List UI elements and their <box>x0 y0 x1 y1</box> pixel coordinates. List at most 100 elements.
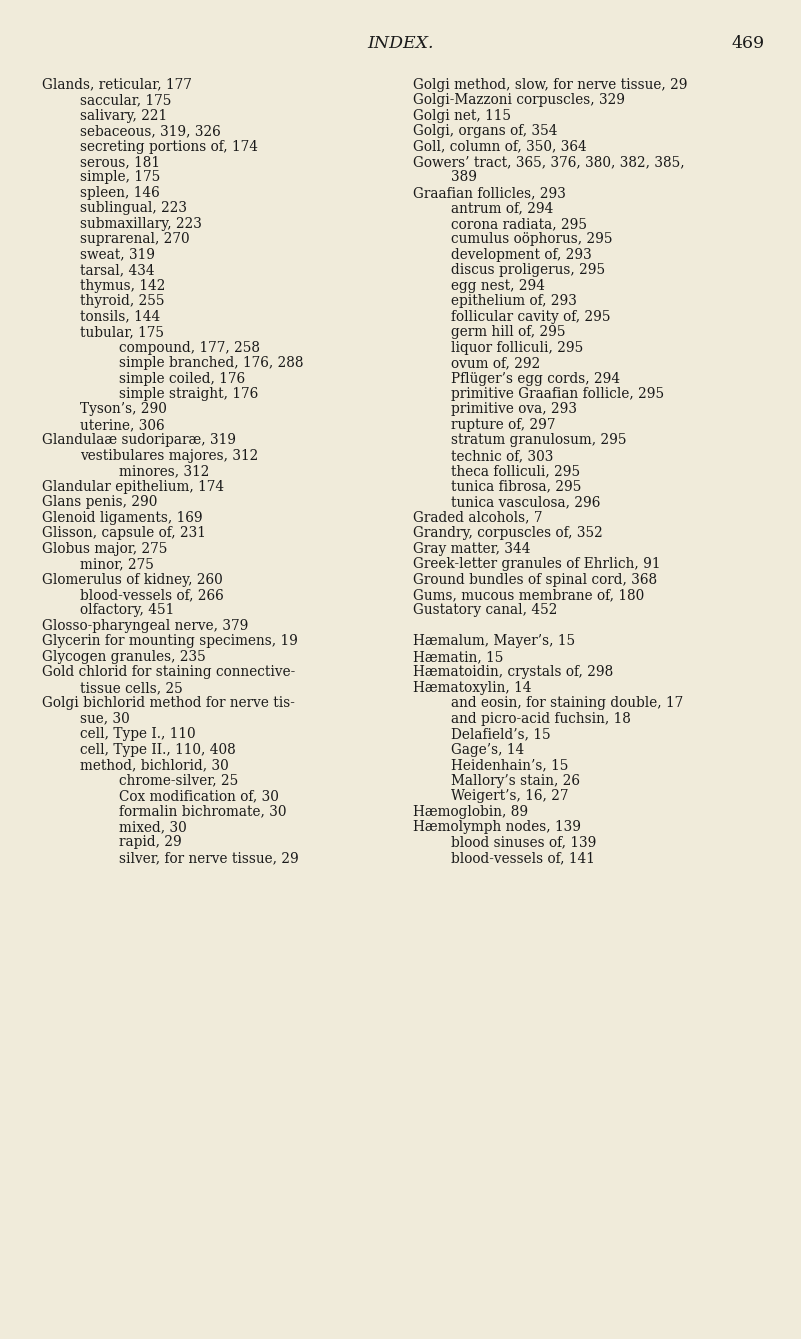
Text: Glandular epithelium, 174: Glandular epithelium, 174 <box>42 479 223 494</box>
Text: silver, for nerve tissue, 29: silver, for nerve tissue, 29 <box>119 852 298 865</box>
Text: stratum granulosum, 295: stratum granulosum, 295 <box>451 434 626 447</box>
Text: Glans penis, 290: Glans penis, 290 <box>42 495 157 509</box>
Text: Graafian follicles, 293: Graafian follicles, 293 <box>413 186 566 200</box>
Text: Glomerulus of kidney, 260: Glomerulus of kidney, 260 <box>42 573 223 586</box>
Text: egg nest, 294: egg nest, 294 <box>451 279 545 293</box>
Text: technic of, 303: technic of, 303 <box>451 449 553 463</box>
Text: tissue cells, 25: tissue cells, 25 <box>80 680 183 695</box>
Text: Glands, reticular, 177: Glands, reticular, 177 <box>42 78 191 91</box>
Text: Hæmalum, Mayer’s, 15: Hæmalum, Mayer’s, 15 <box>413 635 574 648</box>
Text: Cox modification of, 30: Cox modification of, 30 <box>119 789 279 803</box>
Text: 389: 389 <box>451 170 477 185</box>
Text: INDEX.: INDEX. <box>367 35 434 52</box>
Text: olfactory, 451: olfactory, 451 <box>80 604 175 617</box>
Text: Gold chlorid for staining connective-: Gold chlorid for staining connective- <box>42 665 295 679</box>
Text: liquor folliculi, 295: liquor folliculi, 295 <box>451 340 583 355</box>
Text: epithelium of, 293: epithelium of, 293 <box>451 295 577 308</box>
Text: corona radiata, 295: corona radiata, 295 <box>451 217 587 230</box>
Text: Glisson, capsule of, 231: Glisson, capsule of, 231 <box>42 526 206 540</box>
Text: Weigert’s, 16, 27: Weigert’s, 16, 27 <box>451 789 569 803</box>
Text: uterine, 306: uterine, 306 <box>80 418 165 432</box>
Text: Glycerin for mounting specimens, 19: Glycerin for mounting specimens, 19 <box>42 635 297 648</box>
Text: Glosso-pharyngeal nerve, 379: Glosso-pharyngeal nerve, 379 <box>42 619 248 633</box>
Text: 469: 469 <box>732 35 765 52</box>
Text: tunica vasculosa, 296: tunica vasculosa, 296 <box>451 495 600 509</box>
Text: sue, 30: sue, 30 <box>80 712 130 726</box>
Text: simple straight, 176: simple straight, 176 <box>119 387 258 400</box>
Text: Glandulaæ sudoriparæ, 319: Glandulaæ sudoriparæ, 319 <box>42 434 235 447</box>
Text: Hæmolymph nodes, 139: Hæmolymph nodes, 139 <box>413 819 581 834</box>
Text: rapid, 29: rapid, 29 <box>119 836 181 849</box>
Text: formalin bichromate, 30: formalin bichromate, 30 <box>119 805 286 818</box>
Text: primitive ova, 293: primitive ova, 293 <box>451 403 577 416</box>
Text: germ hill of, 295: germ hill of, 295 <box>451 325 566 339</box>
Text: Gums, mucous membrane of, 180: Gums, mucous membrane of, 180 <box>413 588 644 603</box>
Text: secreting portions of, 174: secreting portions of, 174 <box>80 139 258 154</box>
Text: and eosin, for staining double, 17: and eosin, for staining double, 17 <box>451 696 683 710</box>
Text: tubular, 175: tubular, 175 <box>80 325 164 339</box>
Text: primitive Graafian follicle, 295: primitive Graafian follicle, 295 <box>451 387 664 400</box>
Text: Glenoid ligaments, 169: Glenoid ligaments, 169 <box>42 510 203 525</box>
Text: minor, 275: minor, 275 <box>80 557 154 572</box>
Text: tarsal, 434: tarsal, 434 <box>80 264 155 277</box>
Text: Heidenhain’s, 15: Heidenhain’s, 15 <box>451 758 569 773</box>
Text: thymus, 142: thymus, 142 <box>80 279 166 293</box>
Text: Gowers’ tract, 365, 376, 380, 382, 385,: Gowers’ tract, 365, 376, 380, 382, 385, <box>413 155 684 169</box>
Text: sublingual, 223: sublingual, 223 <box>80 201 187 216</box>
Text: cell, Type II., 110, 408: cell, Type II., 110, 408 <box>80 743 235 757</box>
Text: blood-vessels of, 266: blood-vessels of, 266 <box>80 588 223 603</box>
Text: Greek-letter granules of Ehrlich, 91: Greek-letter granules of Ehrlich, 91 <box>413 557 660 572</box>
Text: simple coiled, 176: simple coiled, 176 <box>119 371 244 386</box>
Text: simple, 175: simple, 175 <box>80 170 160 185</box>
Text: Hæmatin, 15: Hæmatin, 15 <box>413 649 503 664</box>
Text: Tyson’s, 290: Tyson’s, 290 <box>80 403 167 416</box>
Text: spleen, 146: spleen, 146 <box>80 186 160 200</box>
Text: saccular, 175: saccular, 175 <box>80 94 171 107</box>
Text: compound, 177, 258: compound, 177, 258 <box>119 340 260 355</box>
Text: Globus major, 275: Globus major, 275 <box>42 542 167 556</box>
Text: method, bichlorid, 30: method, bichlorid, 30 <box>80 758 229 773</box>
Text: follicular cavity of, 295: follicular cavity of, 295 <box>451 309 610 324</box>
Text: Ground bundles of spinal cord, 368: Ground bundles of spinal cord, 368 <box>413 573 657 586</box>
Text: Delafield’s, 15: Delafield’s, 15 <box>451 727 550 742</box>
Text: blood sinuses of, 139: blood sinuses of, 139 <box>451 836 596 849</box>
Text: Grandry, corpuscles of, 352: Grandry, corpuscles of, 352 <box>413 526 602 540</box>
Text: development of, 293: development of, 293 <box>451 248 592 262</box>
Text: Graded alcohols, 7: Graded alcohols, 7 <box>413 510 542 525</box>
Text: tonsils, 144: tonsils, 144 <box>80 309 160 324</box>
Text: chrome-silver, 25: chrome-silver, 25 <box>119 774 238 787</box>
Text: Golgi-Mazzoni corpuscles, 329: Golgi-Mazzoni corpuscles, 329 <box>413 94 625 107</box>
Text: Gustatory canal, 452: Gustatory canal, 452 <box>413 604 557 617</box>
Text: cell, Type I., 110: cell, Type I., 110 <box>80 727 195 742</box>
Text: serous, 181: serous, 181 <box>80 155 160 169</box>
Text: tunica fibrosa, 295: tunica fibrosa, 295 <box>451 479 582 494</box>
Text: Glycogen granules, 235: Glycogen granules, 235 <box>42 649 205 664</box>
Text: Mallory’s stain, 26: Mallory’s stain, 26 <box>451 774 580 787</box>
Text: thyroid, 255: thyroid, 255 <box>80 295 164 308</box>
Text: antrum of, 294: antrum of, 294 <box>451 201 553 216</box>
Text: Gage’s, 14: Gage’s, 14 <box>451 743 524 757</box>
Text: discus proligerus, 295: discus proligerus, 295 <box>451 264 605 277</box>
Text: Golgi net, 115: Golgi net, 115 <box>413 108 510 123</box>
Text: and picro-acid fuchsin, 18: and picro-acid fuchsin, 18 <box>451 712 631 726</box>
Text: simple branched, 176, 288: simple branched, 176, 288 <box>119 356 303 370</box>
Text: Goll, column of, 350, 364: Goll, column of, 350, 364 <box>413 139 586 154</box>
Text: Golgi method, slow, for nerve tissue, 29: Golgi method, slow, for nerve tissue, 29 <box>413 78 687 91</box>
Text: submaxillary, 223: submaxillary, 223 <box>80 217 202 230</box>
Text: Pflüger’s egg cords, 294: Pflüger’s egg cords, 294 <box>451 371 620 386</box>
Text: salivary, 221: salivary, 221 <box>80 108 167 123</box>
Text: cumulus oöphorus, 295: cumulus oöphorus, 295 <box>451 232 613 246</box>
Text: rupture of, 297: rupture of, 297 <box>451 418 555 432</box>
Text: Golgi, organs of, 354: Golgi, organs of, 354 <box>413 125 557 138</box>
Text: Golgi bichlorid method for nerve tis-: Golgi bichlorid method for nerve tis- <box>42 696 295 710</box>
Text: Hæmatoidin, crystals of, 298: Hæmatoidin, crystals of, 298 <box>413 665 613 679</box>
Text: Hæmatoxylin, 14: Hæmatoxylin, 14 <box>413 680 531 695</box>
Text: suprarenal, 270: suprarenal, 270 <box>80 232 190 246</box>
Text: sweat, 319: sweat, 319 <box>80 248 155 262</box>
Text: sebaceous, 319, 326: sebaceous, 319, 326 <box>80 125 221 138</box>
Text: minores, 312: minores, 312 <box>119 465 209 478</box>
Text: vestibulares majores, 312: vestibulares majores, 312 <box>80 449 259 463</box>
Text: Gray matter, 344: Gray matter, 344 <box>413 542 530 556</box>
Text: Hæmoglobin, 89: Hæmoglobin, 89 <box>413 805 528 818</box>
Text: blood-vessels of, 141: blood-vessels of, 141 <box>451 852 595 865</box>
